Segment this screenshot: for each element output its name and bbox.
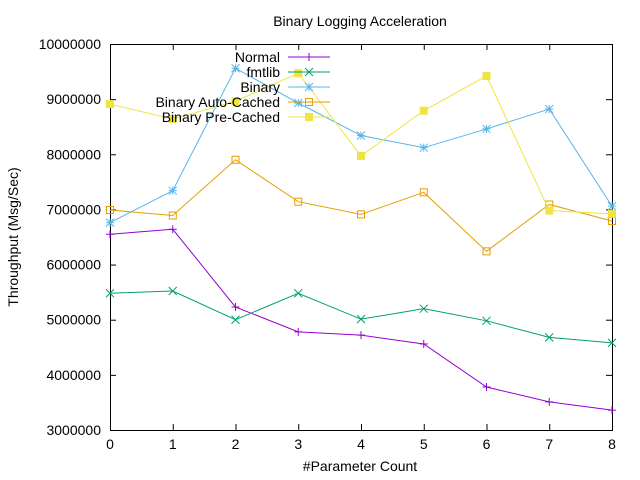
legend-entry: Binary [240, 79, 330, 95]
x-tick-label: 7 [545, 436, 553, 452]
y-tick-label: 8000000 [46, 146, 101, 162]
data-point [482, 382, 491, 391]
data-point [544, 104, 554, 114]
legend-marker [305, 113, 313, 121]
legend-marker [304, 82, 314, 92]
data-point [419, 339, 428, 348]
x-tick-label: 1 [169, 436, 177, 452]
series-2 [105, 286, 617, 348]
data-point [105, 218, 115, 228]
series-3 [105, 63, 617, 228]
y-tick-label: 3000000 [46, 422, 101, 438]
x-tick-label: 0 [106, 436, 114, 452]
y-tick-label: 6000000 [46, 257, 101, 273]
data-point [607, 338, 617, 348]
legend-marker [304, 67, 314, 77]
series-line [109, 159, 613, 252]
legend-entry: fmtlib [247, 64, 330, 80]
legend-entry: Binary Auto-Cached [155, 94, 330, 110]
y-tick-label: 4000000 [46, 367, 101, 383]
data-point [419, 106, 428, 115]
data-point [419, 143, 429, 153]
legend-label: Normal [235, 49, 280, 65]
legend-label: Binary [240, 79, 280, 95]
data-point [608, 406, 616, 415]
x-tick-label: 8 [608, 436, 616, 452]
data-point [482, 316, 491, 326]
data-point [168, 114, 177, 123]
data-point [293, 98, 303, 108]
x-axis-label: #Parameter Count [303, 458, 418, 474]
y-tick-label: 5000000 [46, 312, 101, 328]
y-axis-label: Throughput (Msg/Sec) [5, 167, 21, 306]
x-tick-label: 2 [232, 436, 240, 452]
y-tick-label: 10000000 [39, 36, 102, 52]
data-point [168, 286, 178, 296]
data-point [607, 201, 617, 211]
data-point [544, 333, 554, 342]
data-point [419, 304, 429, 314]
data-point [231, 315, 240, 325]
data-point [545, 206, 554, 215]
data-point [293, 288, 303, 298]
series-4 [106, 155, 616, 256]
data-point [294, 327, 303, 336]
data-point [105, 288, 115, 298]
data-point [419, 188, 428, 197]
legend-label: Binary Pre-Cached [162, 109, 280, 125]
series-line [109, 67, 613, 224]
legend-marker [305, 53, 313, 61]
data-point [482, 124, 491, 134]
data-point [357, 331, 365, 340]
data-point [231, 155, 240, 164]
data-point [482, 71, 491, 80]
x-tick-label: 3 [294, 436, 302, 452]
chart-title: Binary Logging Acceleration [273, 13, 447, 29]
data-point [608, 209, 616, 218]
data-point [231, 97, 240, 106]
data-point [357, 210, 365, 219]
legend-label: fmtlib [247, 64, 281, 80]
legend-entry: Normal [235, 49, 330, 65]
axis-ticks: 0 1 2 3 4 5 6 7 8 3000000 4000000 5000000 6000000 700… [39, 36, 616, 452]
series-5 [106, 69, 616, 218]
data-point [106, 205, 114, 214]
data-point [168, 225, 177, 234]
data-point [294, 197, 303, 206]
x-tick-label: 5 [420, 436, 428, 452]
data-point [294, 69, 303, 78]
y-tick-label: 7000000 [46, 201, 101, 217]
data-point [357, 151, 365, 160]
data-point [231, 303, 240, 312]
series-layer [105, 63, 617, 415]
legend-label: Binary Auto-Cached [155, 94, 280, 110]
data-point [482, 247, 491, 256]
series-1 [106, 225, 616, 415]
data-point [356, 131, 366, 140]
data-point [356, 314, 366, 324]
data-point [231, 63, 240, 73]
data-point [106, 230, 114, 239]
data-point [545, 397, 554, 406]
x-tick-label: 4 [357, 436, 365, 452]
legend-entry: Binary Pre-Cached [162, 109, 330, 125]
data-point [168, 186, 178, 196]
y-tick-label: 9000000 [46, 91, 101, 107]
data-point [168, 211, 177, 220]
data-point [106, 100, 114, 109]
legend-marker [305, 98, 313, 106]
x-tick-label: 6 [483, 436, 491, 452]
